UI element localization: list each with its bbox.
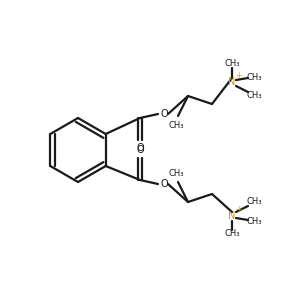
Text: +: +	[235, 204, 241, 213]
Text: O: O	[136, 145, 144, 155]
Text: CH₃: CH₃	[224, 60, 240, 69]
Text: N: N	[228, 77, 236, 87]
Text: N: N	[228, 211, 236, 221]
Text: CH₃: CH₃	[168, 120, 184, 130]
Text: +: +	[235, 71, 241, 79]
Text: CH₃: CH₃	[246, 217, 262, 226]
Text: CH₃: CH₃	[246, 198, 262, 206]
Text: CH₃: CH₃	[224, 230, 240, 238]
Text: O: O	[160, 109, 168, 119]
Text: O: O	[160, 179, 168, 189]
Text: O: O	[136, 143, 144, 153]
Text: CH₃: CH₃	[246, 92, 262, 101]
Text: CH₃: CH₃	[246, 73, 262, 82]
Text: CH₃: CH₃	[168, 168, 184, 177]
